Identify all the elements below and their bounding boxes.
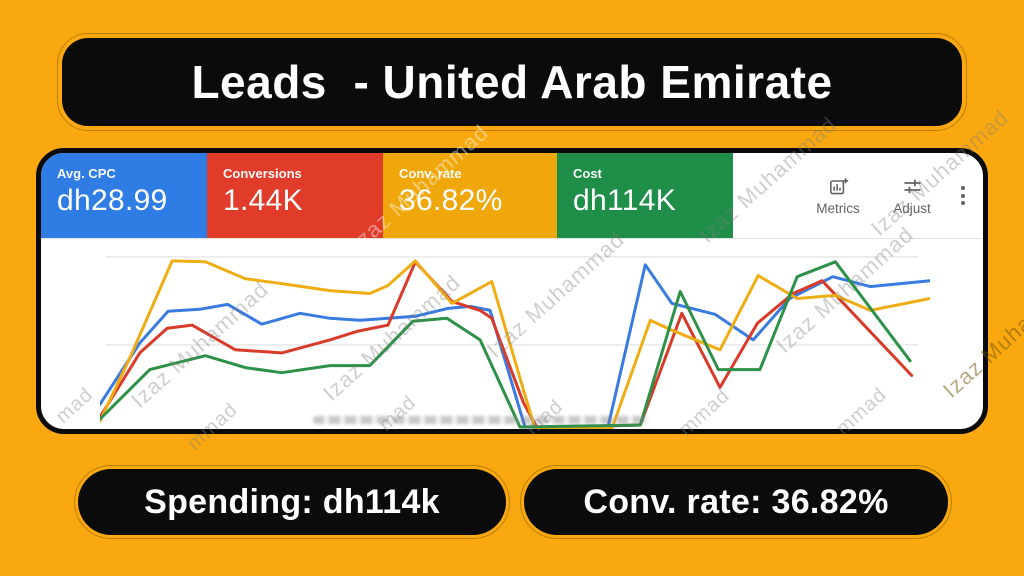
conv-rate-badge: Conv. rate: 36.82% bbox=[520, 465, 952, 539]
series-line-conversions bbox=[98, 260, 914, 429]
conv-rate-badge-text: Conv. rate: 36.82% bbox=[583, 482, 889, 521]
toolbar-divider bbox=[41, 238, 983, 239]
performance-chart bbox=[98, 249, 932, 429]
metrics-button-label: Metrics bbox=[816, 200, 860, 216]
chart-toolbar: Metrics Adjust bbox=[807, 153, 983, 238]
kebab-dot bbox=[961, 201, 965, 205]
blurred-watermark-strip bbox=[313, 416, 649, 424]
title-banner: Leads - United Arab Emirate bbox=[57, 33, 967, 131]
metric-value: 1.44K bbox=[223, 184, 303, 217]
metrics-chart-plus-icon bbox=[828, 176, 849, 197]
metric-label: Conv. rate bbox=[399, 166, 462, 181]
adjust-sliders-icon bbox=[902, 176, 923, 197]
metric-label: Avg. CPC bbox=[57, 166, 116, 181]
metric-value: 36.82% bbox=[399, 184, 503, 217]
kebab-dot bbox=[961, 186, 965, 190]
adjust-button[interactable]: Adjust bbox=[881, 176, 943, 216]
metric-label: Cost bbox=[573, 166, 602, 181]
more-options-button[interactable] bbox=[955, 180, 971, 211]
series-line-avg-cpc bbox=[98, 263, 932, 429]
metric-label: Conversions bbox=[223, 166, 302, 181]
spending-badge-text: Spending: dh114k bbox=[144, 482, 440, 521]
metric-value: dh114K bbox=[573, 184, 677, 217]
performance-chart-svg bbox=[98, 256, 932, 429]
ads-dashboard-card: Avg. CPC dh28.99 Conversions 1.44K Conv.… bbox=[36, 148, 988, 434]
metric-card-conversions[interactable]: Conversions 1.44K bbox=[207, 153, 383, 238]
metric-value: dh28.99 bbox=[57, 184, 168, 217]
kebab-dot bbox=[961, 193, 965, 198]
metric-card-avg-cpc[interactable]: Avg. CPC dh28.99 bbox=[41, 153, 207, 238]
adjust-button-label: Adjust bbox=[893, 200, 931, 216]
spending-badge: Spending: dh114k bbox=[74, 465, 510, 539]
metric-card-conv-rate[interactable]: Conv. rate 36.82% bbox=[383, 153, 557, 238]
scorecard-row: Avg. CPC dh28.99 Conversions 1.44K Conv.… bbox=[41, 153, 983, 238]
metrics-button[interactable]: Metrics bbox=[807, 176, 869, 216]
series-line-conv-rate bbox=[98, 259, 932, 429]
series-line-cost bbox=[98, 260, 912, 429]
metric-card-cost[interactable]: Cost dh114K bbox=[557, 153, 733, 238]
page-title: Leads - United Arab Emirate bbox=[191, 56, 833, 108]
